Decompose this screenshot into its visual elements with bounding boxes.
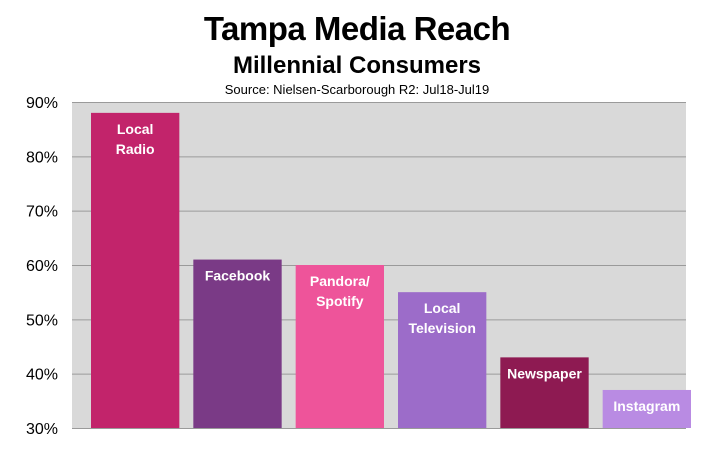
bars xyxy=(91,112,691,428)
bar xyxy=(500,357,589,428)
bar-label: Local Television xyxy=(408,300,475,336)
chart-source: Source: Nielsen-Scarborough R2: Jul18-Ju… xyxy=(224,82,490,97)
bar-label: Instagram xyxy=(613,398,680,414)
y-tick-label: 30% xyxy=(26,421,58,438)
bar xyxy=(91,112,180,428)
bar xyxy=(398,292,487,428)
y-tick-label: 40% xyxy=(26,367,58,384)
bar xyxy=(602,389,691,428)
y-tick-label: 80% xyxy=(26,149,58,166)
y-tick-label: 70% xyxy=(26,204,58,221)
bar-label: Pandora/Spotify xyxy=(310,273,370,309)
y-axis: 30% 40% 50% 60% 70% 80% 90% xyxy=(26,95,58,438)
y-tick-label: 50% xyxy=(26,312,58,329)
bar-label: Newspaper xyxy=(507,365,582,381)
bar-label: Local Radio xyxy=(116,121,155,157)
chart-subtitle: Millennial Consumers xyxy=(232,52,482,79)
y-tick-label: 90% xyxy=(26,95,58,112)
bar-label: Facebook xyxy=(205,268,271,284)
bar-labels: Local Radio Facebook Pandora/Spotify Local Te… xyxy=(116,121,681,414)
y-tick-label: 60% xyxy=(26,258,58,275)
bar xyxy=(295,265,384,428)
chart-title: Tampa Media Reach xyxy=(203,10,511,47)
bar xyxy=(193,259,282,428)
